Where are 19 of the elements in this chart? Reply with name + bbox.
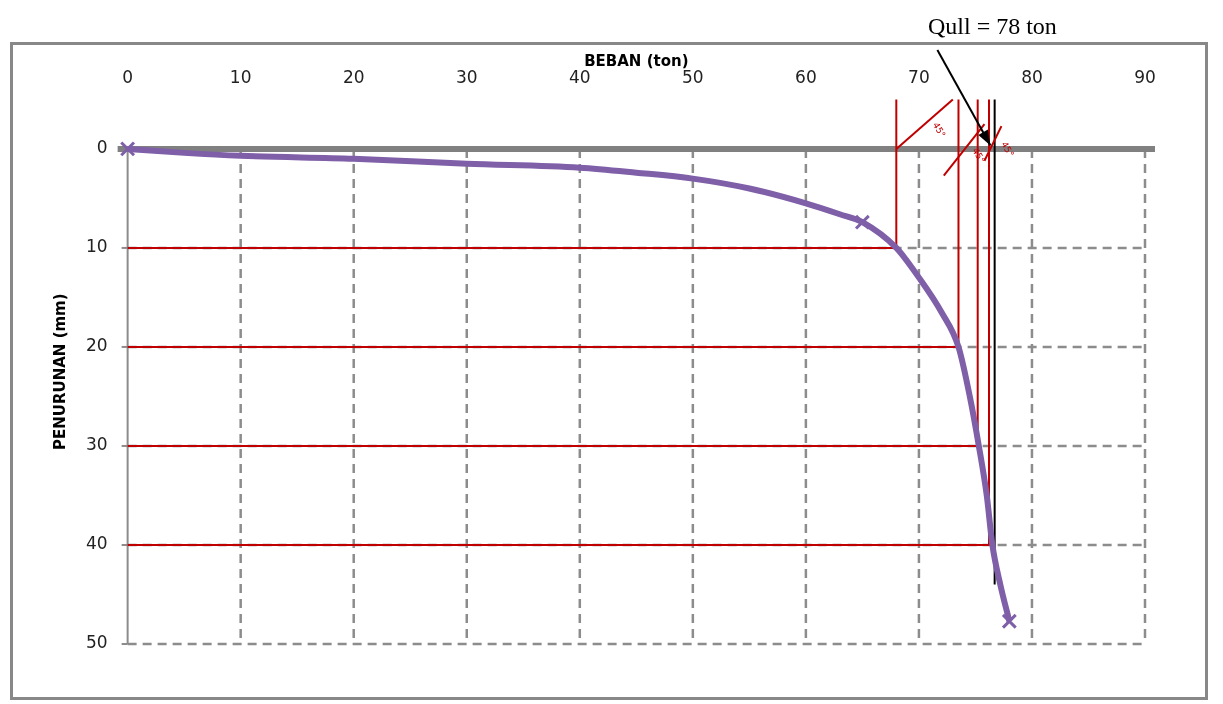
x-tick-label: 90 [1134,66,1156,87]
x-tick-label: 10 [229,66,252,87]
y-tick-label: 30 [85,434,108,455]
x-tick-label: 30 [455,66,478,87]
x-tick-label: 0 [122,66,134,87]
x-tick-label: 80 [1021,66,1043,87]
y-tick-label: 10 [85,236,108,257]
x-tick-label: 40 [568,66,591,87]
annotation: 45° [930,120,948,140]
y-tick-label: 20 [85,335,108,356]
annotation: 45° [999,139,1016,159]
x-tick-label: 20 [342,66,365,87]
x-tick-label: 70 [908,66,930,87]
y-tick-label: 50 [85,632,108,653]
x-tick-label: 60 [795,66,817,87]
y-tick-label: 0 [96,137,108,158]
y-tick-label: 40 [85,533,108,554]
y-axis-title: PENURUNAN (mm) [50,293,69,451]
annotation: Qull = 78 ton [927,13,1057,40]
